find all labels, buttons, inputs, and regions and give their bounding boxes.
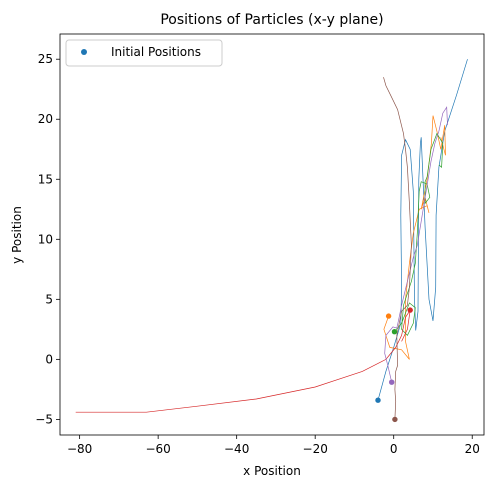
trajectory-line-1 <box>377 59 468 401</box>
trajectory-line-5 <box>384 106 448 383</box>
x-axis-ticks: −80 −60 −40 −20 0 20 <box>67 435 480 456</box>
x-tick-label: 0 <box>390 442 398 456</box>
y-tick-label: 10 <box>38 232 53 246</box>
legend: Initial Positions <box>65 39 223 67</box>
trajectory-line-2 <box>383 115 446 360</box>
y-tick-label: 0 <box>45 352 53 366</box>
initial-position-point-4 <box>407 307 413 313</box>
initial-position-point-2 <box>385 313 392 319</box>
legend-entry-initial-positions: Initial Positions <box>111 45 201 59</box>
initial-position-markers <box>375 307 413 423</box>
trajectory-line-3 <box>394 132 444 337</box>
plot-frame <box>59 33 485 436</box>
chart-title: Positions of Particles (x-y plane) <box>160 12 383 28</box>
initial-position-point-3 <box>391 329 398 335</box>
y-tick-label: 5 <box>45 292 53 306</box>
initial-position-point-6 <box>392 416 398 423</box>
x-axis-label: x Position <box>243 464 301 478</box>
trajectory-line-6 <box>383 77 412 420</box>
x-tick-label: −80 <box>67 442 92 456</box>
y-tick-label: −5 <box>35 412 53 426</box>
x-tick-label: −40 <box>224 442 249 456</box>
y-axis-label: y Position <box>10 206 24 264</box>
initial-position-point-1 <box>375 397 381 403</box>
y-axis-ticks: −5 0 5 10 15 20 25 <box>35 52 60 426</box>
y-tick-label: 20 <box>38 112 53 126</box>
legend-box <box>65 39 223 67</box>
x-tick-label: −60 <box>145 442 170 456</box>
y-tick-label: 25 <box>38 52 53 66</box>
legend-marker <box>81 49 87 55</box>
initial-position-point-5 <box>389 379 395 385</box>
y-tick-label: 15 <box>38 172 53 186</box>
x-tick-label: 20 <box>465 442 480 456</box>
x-tick-label: −20 <box>303 442 328 456</box>
series-layer <box>75 59 468 420</box>
